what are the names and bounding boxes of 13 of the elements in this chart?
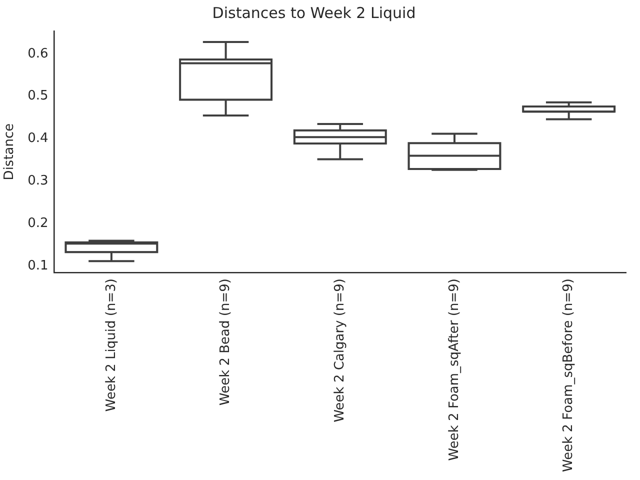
x-tick-label: Week 2 Bead (n=9) <box>218 278 234 406</box>
y-tick-label: 0.4 <box>28 131 48 146</box>
y-tick-label: 0.5 <box>28 88 48 104</box>
y-axis-title: Distance <box>2 123 18 180</box>
x-tick-label: Week 2 Calgary (n=9) <box>332 278 348 422</box>
y-tick-label: 0.2 <box>28 216 48 232</box>
x-tick-label: Week 2 Foam_sqBefore (n=9) <box>561 278 576 472</box>
y-tick-label: 0.1 <box>28 258 48 274</box>
chart-title: Distances to Week 2 Liquid <box>212 4 416 22</box>
x-tick-label: Week 2 Liquid (n=3) <box>104 278 119 412</box>
x-tick-label: Week 2 Foam_sqAfter (n=9) <box>446 278 462 461</box>
y-tick-label: 0.3 <box>28 174 48 189</box>
y-tick-label: 0.6 <box>28 46 48 62</box>
